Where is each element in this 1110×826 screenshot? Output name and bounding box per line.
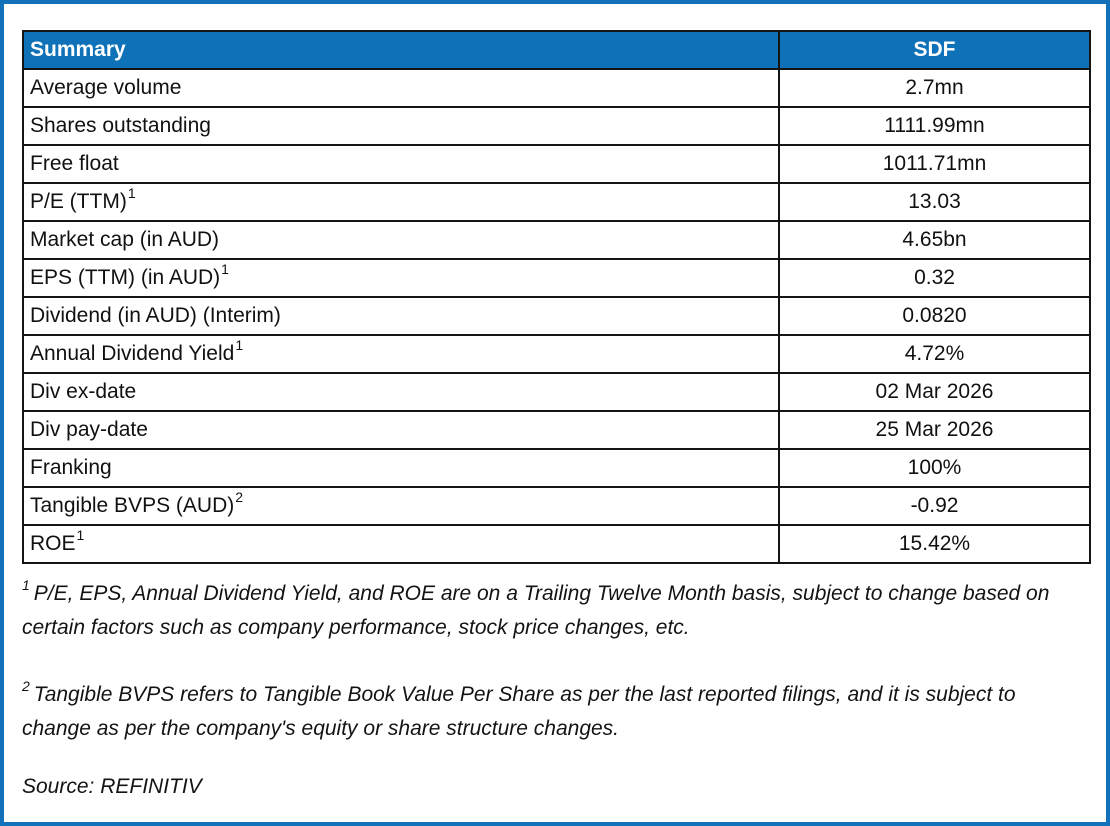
footnote-marker: 2	[235, 488, 244, 505]
footnote-marker: 1	[76, 526, 85, 543]
row-label: Shares outstanding	[22, 106, 780, 146]
row-value: 15.42%	[778, 524, 1091, 564]
row-value: 1011.71mn	[778, 144, 1091, 184]
footnotes-block: 1 P/E, EPS, Annual Dividend Yield, and RO…	[22, 577, 1082, 745]
row-label: Market cap (in AUD)	[22, 220, 780, 260]
row-label: Free float	[22, 144, 780, 184]
row-label: Dividend (in AUD) (Interim)	[22, 296, 780, 336]
source-text: Source: REFINITIV	[22, 775, 202, 799]
row-label: P/E (TTM)1	[22, 182, 780, 222]
table-row: Div pay-date 25 Mar 2026	[22, 410, 1091, 450]
table-header-sdf: SDF	[778, 30, 1091, 70]
table-row: Free float 1011.71mn	[22, 144, 1091, 184]
footnote-2: 2 Tangible BVPS refers to Tangible Book V…	[22, 678, 1016, 740]
table-row: Average volume 2.7mn	[22, 68, 1091, 108]
row-label: Annual Dividend Yield1	[22, 334, 780, 374]
summary-table: Summary SDF Average volume 2.7mn Shares ou…	[22, 30, 1091, 564]
row-label: EPS (TTM) (in AUD)1	[22, 258, 780, 298]
row-label: Div ex-date	[22, 372, 780, 412]
table-row: P/E (TTM)1 13.03	[22, 182, 1091, 222]
row-value: 4.65bn	[778, 220, 1091, 260]
footnote-marker: 2	[22, 678, 30, 695]
footnote-marker: 1	[22, 577, 30, 593]
row-label: ROE1	[22, 524, 780, 564]
footnote-marker: 1	[127, 184, 136, 201]
table-row: Shares outstanding 1111.99mn	[22, 106, 1091, 146]
footnote-marker: 1	[235, 336, 244, 353]
row-label: Franking	[22, 448, 780, 488]
row-value: 13.03	[778, 182, 1091, 222]
row-label: Tangible BVPS (AUD)2	[22, 486, 780, 526]
table-row: Div ex-date 02 Mar 2026	[22, 372, 1091, 412]
table-row: Dividend (in AUD) (Interim) 0.0820	[22, 296, 1091, 336]
table-header-row: Summary SDF	[22, 30, 1091, 70]
row-value: 2.7mn	[778, 68, 1091, 108]
table-row: Franking 100%	[22, 448, 1091, 488]
row-value: 25 Mar 2026	[778, 410, 1091, 450]
row-value: 4.72%	[778, 334, 1091, 374]
row-value: 1111.99mn	[778, 106, 1091, 146]
table-header-summary: Summary	[22, 30, 780, 70]
row-value: 02 Mar 2026	[778, 372, 1091, 412]
footnote-1: 1 P/E, EPS, Annual Dividend Yield, and RO…	[22, 577, 1050, 639]
table-row: ROE1 15.42%	[22, 524, 1091, 564]
row-value: 0.0820	[778, 296, 1091, 336]
row-value: 100%	[778, 448, 1091, 488]
row-label: Average volume	[22, 68, 780, 108]
table-row: Annual Dividend Yield1 4.72%	[22, 334, 1091, 374]
footnote-marker: 1	[221, 260, 229, 277]
row-label: Div pay-date	[22, 410, 780, 450]
table-row: Tangible BVPS (AUD)2 -0.92	[22, 486, 1091, 526]
row-value: -0.92	[778, 486, 1091, 526]
table-row: EPS (TTM) (in AUD)1 0.32	[22, 258, 1091, 298]
row-value: 0.32	[778, 258, 1091, 298]
table-row: Market cap (in AUD) 4.65bn	[22, 220, 1091, 260]
